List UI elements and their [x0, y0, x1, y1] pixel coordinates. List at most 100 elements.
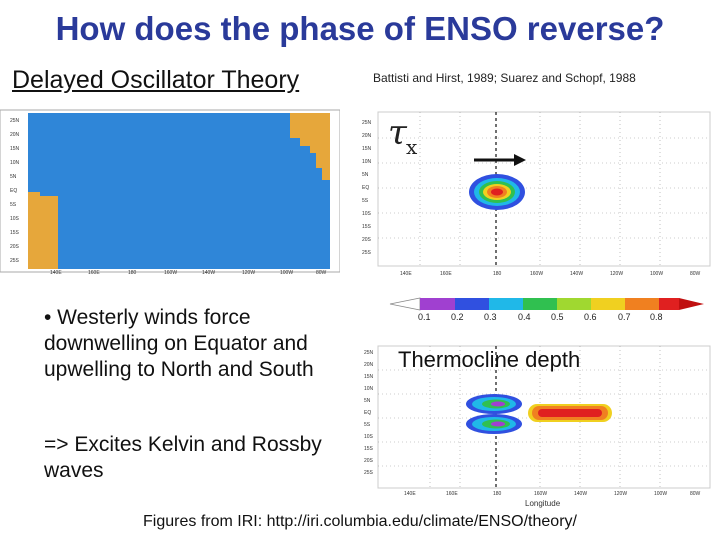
panel-lon-label: 120W	[614, 491, 627, 497]
map-lon-label: 120W	[242, 270, 255, 276]
pacific-map: 25N 20N 15N 10N 5N EQ 5S 10S 15S 20S 25S…	[0, 109, 340, 276]
colorbar-labels: 0.1 0.2 0.3 0.4 0.5 0.6 0.7 0.8	[418, 312, 663, 322]
colorbar-label: 0.1	[418, 312, 431, 322]
panel-lat-label: 25S	[362, 250, 372, 256]
panel-frame	[377, 111, 711, 267]
panel-lat-label: EQ	[362, 185, 369, 191]
grid	[378, 346, 710, 488]
bullet-kelvin-rossby: => Excites Kelvin and Rossby waves	[44, 433, 322, 482]
panel-lat-label: 5N	[364, 398, 371, 404]
citation: Battisti and Hirst, 1989; Suarez and Sch…	[373, 71, 636, 85]
source-footer: Figures from IRI: http://iri.columbia.ed…	[143, 513, 577, 530]
map-lat-label: 5N	[10, 174, 17, 180]
panel-lon-axis: 140E 160E 180 160W 140W 120W 100W 80W	[400, 271, 701, 277]
colorbar-swatch	[591, 298, 625, 310]
panel-lon-label: 100W	[654, 491, 667, 497]
panel-lat-axis: 25N 20N 15N 10N 5N EQ 5S 10S 15S 20S 25S	[362, 120, 372, 256]
panel-lat-label: 15S	[364, 446, 374, 452]
panel-lat-label: 5S	[362, 198, 369, 204]
map-lon-label: 140E	[50, 270, 62, 276]
map-lat-label: 20S	[10, 244, 20, 250]
map-lat-label: 15S	[10, 230, 20, 236]
colorbar-label: 0.2	[451, 312, 464, 322]
panel-lat-axis: 25N 20N 15N 10N 5N EQ 5S 10S 15S 20S 25S	[364, 350, 374, 476]
map-lon-label: 160E	[88, 270, 100, 276]
wind-stress-panel: 25N 20N 15N 10N 5N EQ 5S 10S 15S 20S 25S…	[362, 111, 711, 277]
panel-lat-label: 15N	[364, 374, 374, 380]
tau-subscript: x	[406, 135, 418, 159]
map-lon-label: 160W	[164, 270, 177, 276]
colorbar-swatch	[455, 298, 489, 310]
colorbar-label: 0.6	[584, 312, 597, 322]
panel-lat-label: 15S	[362, 224, 372, 230]
rossby-wave-north	[466, 394, 522, 414]
colorbar: 0.1 0.2 0.3 0.4 0.5 0.6 0.7 0.8	[389, 297, 704, 322]
colorbar-label: 0.4	[518, 312, 531, 322]
colorbar-swatch	[420, 298, 455, 310]
map-lon-label: 140W	[202, 270, 215, 276]
map-lat-label: 15N	[10, 146, 20, 152]
panel-lon-label: 160E	[446, 491, 458, 497]
panel-lon-label: 140E	[400, 271, 412, 277]
panel-lon-label: 180	[493, 491, 502, 497]
colorbar-swatch	[625, 298, 659, 310]
bullet-westerly-winds: • Westerly winds force downwelling on Eq…	[44, 306, 314, 381]
panel-lat-label: 20S	[364, 458, 374, 464]
map-lat-label: EQ	[10, 188, 17, 194]
colorbar-swatch	[489, 298, 523, 310]
tau-symbol: τ	[388, 113, 407, 153]
panel-lon-label: 80W	[690, 491, 701, 497]
map-lat-label: 25N	[10, 118, 20, 124]
map-lon-label: 180	[128, 270, 137, 276]
subtitle: Delayed Oscillator Theory	[12, 66, 300, 94]
colorbar-swatch	[557, 298, 591, 310]
panel-lat-label: 20N	[362, 133, 372, 139]
map-lon-label: 80W	[316, 270, 327, 276]
wind-anomaly-blob	[469, 174, 525, 210]
map-lon-label: 100W	[280, 270, 293, 276]
rossby-wave-south	[466, 414, 522, 434]
colorbar-low-end	[389, 297, 421, 311]
panel-lon-label: 140E	[404, 491, 416, 497]
colorbar-swatch	[523, 298, 557, 310]
panel-lat-label: 20N	[364, 362, 374, 368]
colorbar-label: 0.8	[650, 312, 663, 322]
map-lat-label: 25S	[10, 258, 20, 264]
panel-lat-label: 10N	[362, 159, 372, 165]
map-lat-axis: 25N 20N 15N 10N 5N EQ 5S 10S 15S 20S 25S	[10, 118, 20, 264]
colorbar-label: 0.7	[618, 312, 631, 322]
land-asia-australia	[28, 192, 58, 269]
map-lat-label: 10S	[10, 216, 20, 222]
colorbar-swatch	[659, 298, 679, 310]
panel-lon-label: 160E	[440, 271, 452, 277]
colorbar-high-end	[679, 298, 704, 310]
panel-lat-label: 5S	[364, 422, 371, 428]
panel-lon-label: 180	[493, 271, 502, 277]
land-americas	[290, 113, 330, 180]
ocean-area	[28, 113, 330, 269]
map-lat-label: 20N	[10, 132, 20, 138]
panel-lat-label: 10S	[362, 211, 372, 217]
panel-lon-label: 160W	[534, 491, 547, 497]
panel-lon-label: 160W	[530, 271, 543, 277]
panel-lon-label: 140W	[570, 271, 583, 277]
panel-lon-label: 80W	[690, 271, 701, 277]
panel-lat-label: 25S	[364, 470, 374, 476]
panel-lat-label: 25N	[364, 350, 374, 356]
colorbar-label: 0.3	[484, 312, 497, 322]
panel-lat-label: 15N	[362, 146, 372, 152]
page-title: How does the phase of ENSO reverse?	[55, 10, 665, 47]
map-lon-axis: 140E 160E 180 160W 140W 120W 100W 80W	[50, 270, 327, 276]
panel-lon-label: 140W	[574, 491, 587, 497]
panel-lat-label: 5N	[362, 172, 369, 178]
panel-lon-label: 100W	[650, 271, 663, 277]
colorbar-label: 0.5	[551, 312, 564, 322]
panel-lon-axis: 140E 160E 180 160W 140W 120W 100W 80W	[404, 491, 701, 497]
map-lat-label: 10N	[10, 160, 20, 166]
grid	[378, 112, 710, 266]
panel-lat-label: EQ	[364, 410, 371, 416]
westerly-arrow	[474, 154, 526, 166]
panel-lat-label: 20S	[362, 237, 372, 243]
map-lat-label: 5S	[10, 202, 17, 208]
kelvin-wave	[528, 404, 612, 422]
